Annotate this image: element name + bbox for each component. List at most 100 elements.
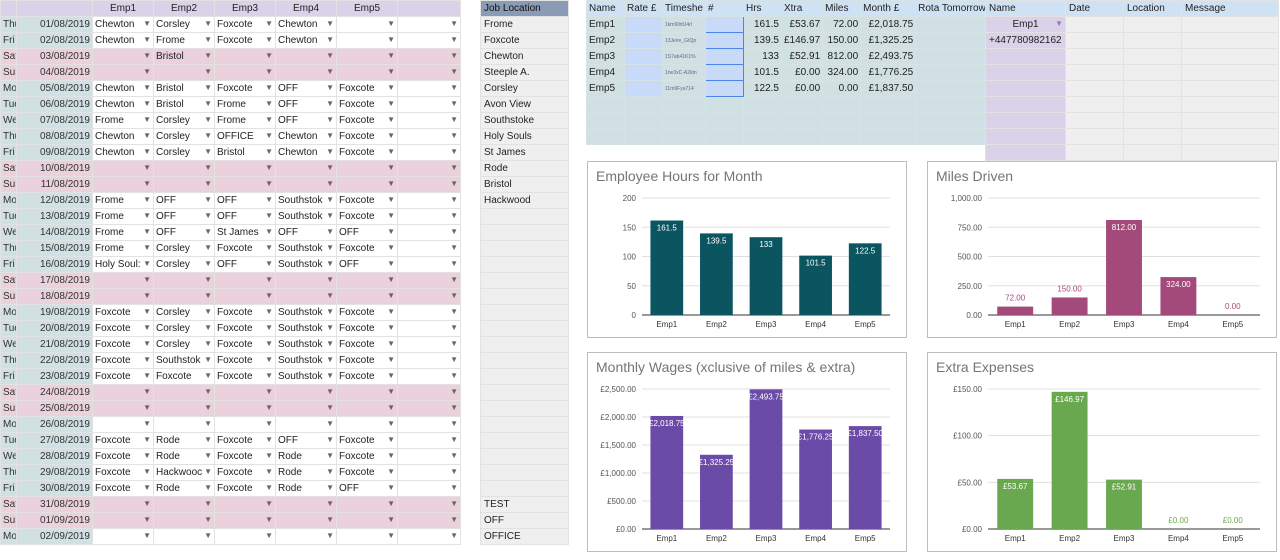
dropdown-arrow-icon[interactable]: ▼ <box>204 371 212 380</box>
assignment-dropdown[interactable]: ▼ <box>336 496 398 513</box>
assignment-dropdown[interactable]: ▼ <box>153 176 215 193</box>
dropdown-arrow-icon[interactable]: ▼ <box>265 499 273 508</box>
employee-name-cell[interactable]: Emp4 <box>586 64 625 81</box>
dropdown-arrow-icon[interactable]: ▼ <box>450 307 458 316</box>
bar[interactable] <box>997 478 1034 529</box>
assignment-dropdown[interactable]: Foxcote ▼ <box>92 480 154 497</box>
date-cell[interactable]: 26/08/2019 <box>16 416 93 433</box>
hash-cell[interactable] <box>704 80 744 97</box>
job-location-cell[interactable] <box>480 464 569 481</box>
job-location-cell[interactable] <box>480 400 569 417</box>
dropdown-arrow-icon[interactable]: ▼ <box>387 307 395 316</box>
assignment-dropdown[interactable]: Bristol ▼ <box>214 144 276 161</box>
assignment-dropdown[interactable]: Foxcote ▼ <box>214 32 276 49</box>
assignment-dropdown[interactable]: ▼ <box>92 400 154 417</box>
dropdown-arrow-icon[interactable]: ▼ <box>204 435 212 444</box>
day-cell[interactable]: Tue <box>0 320 17 337</box>
dropdown-arrow-icon[interactable]: ▼ <box>387 195 395 204</box>
extra-dropdown[interactable]: ▼ <box>397 32 461 49</box>
dropdown-arrow-icon[interactable]: ▼ <box>204 83 212 92</box>
rota-tomorrow-cell[interactable] <box>915 64 995 81</box>
assignment-dropdown[interactable]: Foxcote ▼ <box>214 240 276 257</box>
message-cell[interactable] <box>1123 16 1182 33</box>
day-cell[interactable]: Sat <box>0 272 17 289</box>
wages-chart[interactable]: £0.00 £500.00 £1,000.00 £1,500.00 £2,000.00 £… <box>587 352 907 552</box>
timesheet-id-cell[interactable]: 11m9Fyu714 <box>662 80 706 97</box>
dropdown-arrow-icon[interactable]: ▼ <box>326 307 334 316</box>
dropdown-arrow-icon[interactable]: ▼ <box>387 115 395 124</box>
dropdown-arrow-icon[interactable]: ▼ <box>450 67 458 76</box>
dropdown-arrow-icon[interactable]: ▼ <box>143 307 151 316</box>
assignment-dropdown[interactable]: Foxcote ▼ <box>214 304 276 321</box>
empty-cell[interactable] <box>586 112 625 129</box>
month-cell[interactable]: £1,837.50 <box>860 80 917 97</box>
dropdown-arrow-icon[interactable]: ▼ <box>265 531 273 540</box>
extra-dropdown[interactable]: ▼ <box>397 464 461 481</box>
empty-cell[interactable] <box>704 128 744 145</box>
empty-cell[interactable] <box>822 112 862 129</box>
message-cell[interactable] <box>1181 32 1279 49</box>
assignment-dropdown[interactable]: OFFICE ▼ <box>214 128 276 145</box>
dropdown-arrow-icon[interactable]: ▼ <box>450 515 458 524</box>
assignment-dropdown[interactable]: Frome ▼ <box>92 224 154 241</box>
dropdown-arrow-icon[interactable]: ▼ <box>450 19 458 28</box>
miles-cell[interactable]: 72.00 <box>822 16 862 33</box>
assignment-dropdown[interactable]: ▼ <box>336 160 398 177</box>
date-cell[interactable]: 22/08/2019 <box>16 352 93 369</box>
dropdown-arrow-icon[interactable]: ▼ <box>265 275 273 284</box>
day-cell[interactable]: Sun <box>0 288 17 305</box>
message-cell[interactable] <box>1065 48 1124 65</box>
rota-col-header[interactable]: Emp1 <box>92 0 154 17</box>
extra-dropdown[interactable]: ▼ <box>397 496 461 513</box>
extra-cell[interactable]: £0.00 <box>780 64 824 81</box>
dropdown-arrow-icon[interactable]: ▼ <box>326 195 334 204</box>
dropdown-arrow-icon[interactable]: ▼ <box>387 451 395 460</box>
assignment-dropdown[interactable]: ▼ <box>275 272 337 289</box>
dropdown-arrow-icon[interactable]: ▼ <box>450 275 458 284</box>
dropdown-arrow-icon[interactable]: ▼ <box>265 67 273 76</box>
rota-tomorrow-cell[interactable] <box>915 48 995 65</box>
dropdown-arrow-icon[interactable]: ▼ <box>450 323 458 332</box>
dropdown-arrow-icon[interactable]: ▼ <box>450 371 458 380</box>
dropdown-arrow-icon[interactable]: ▼ <box>204 339 212 348</box>
assignment-dropdown[interactable]: ▼ <box>92 496 154 513</box>
date-cell[interactable]: 06/08/2019 <box>16 96 93 113</box>
date-cell[interactable]: 11/08/2019 <box>16 176 93 193</box>
empty-cell[interactable] <box>780 128 824 145</box>
dropdown-arrow-icon[interactable]: ▼ <box>204 323 212 332</box>
hours-cell[interactable]: 122.5 <box>742 80 782 97</box>
dropdown-arrow-icon[interactable]: ▼ <box>326 435 334 444</box>
empty-cell[interactable] <box>822 96 862 113</box>
rate-cell[interactable] <box>624 32 663 49</box>
dropdown-arrow-icon[interactable]: ▼ <box>387 35 395 44</box>
date-cell[interactable]: 07/08/2019 <box>16 112 93 129</box>
empty-cell[interactable] <box>704 112 744 129</box>
assignment-dropdown[interactable]: ▼ <box>214 384 276 401</box>
assignment-dropdown[interactable]: Foxcote ▼ <box>336 336 398 353</box>
date-cell[interactable]: 23/08/2019 <box>16 368 93 385</box>
assignment-dropdown[interactable]: Rode ▼ <box>275 464 337 481</box>
assignment-dropdown[interactable]: OFF ▼ <box>336 224 398 241</box>
dropdown-arrow-icon[interactable]: ▼ <box>326 131 334 140</box>
bar[interactable] <box>1051 391 1088 529</box>
miles-cell[interactable]: 0.00 <box>822 80 862 97</box>
employee-name-cell[interactable]: Emp1 <box>586 16 625 33</box>
assignment-dropdown[interactable]: Foxcote ▼ <box>336 80 398 97</box>
assignment-dropdown[interactable]: Corsley ▼ <box>153 240 215 257</box>
hours-cell[interactable]: 101.5 <box>742 64 782 81</box>
phone-cell[interactable]: +447780982162 <box>985 32 1066 49</box>
assignment-dropdown[interactable]: ▼ <box>214 496 276 513</box>
extra-dropdown[interactable]: ▼ <box>397 16 461 33</box>
job-location-header[interactable]: Job Location <box>480 0 569 17</box>
name-dropdown[interactable]: Emp1 ▼ <box>985 16 1066 33</box>
dropdown-arrow-icon[interactable]: ▼ <box>450 195 458 204</box>
job-location-cell[interactable]: Foxcote <box>480 32 569 49</box>
assignment-dropdown[interactable]: ▼ <box>153 272 215 289</box>
date-cell[interactable]: 08/08/2019 <box>16 128 93 145</box>
dropdown-arrow-icon[interactable]: ▼ <box>143 35 151 44</box>
hours-cell[interactable]: 161.5 <box>742 16 782 33</box>
dropdown-arrow-icon[interactable]: ▼ <box>204 419 212 428</box>
assignment-dropdown[interactable]: Chewton ▼ <box>92 144 154 161</box>
dropdown-arrow-icon[interactable]: ▼ <box>387 515 395 524</box>
job-location-cell[interactable] <box>480 256 569 273</box>
